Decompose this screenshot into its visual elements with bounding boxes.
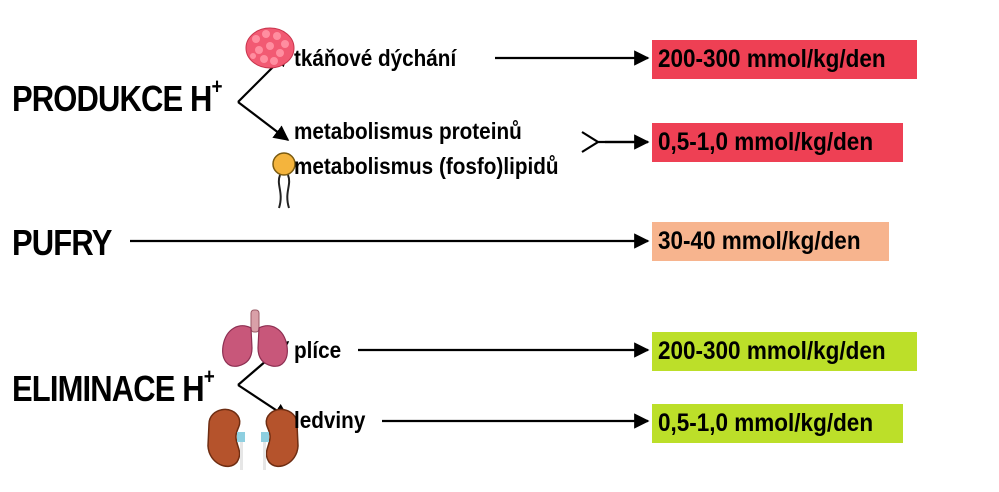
category-pufry-text: PUFRY [12,222,112,263]
branch-arrow-metabolismus [237,101,290,141]
category-eliminace: ELIMINACE H+ [12,364,215,410]
value-tkanove: 200-300 mmol/kg/den [658,45,886,73]
value-box-metabolismus: 0,5-1,0 mmol/kg/den [652,123,903,162]
label-tkanove-dychani: tkáňové dýchání [294,45,457,71]
label-metabolismus-lipidu: metabolismus (fosfo)lipidů [294,153,559,179]
label-metabolismus-proteinu: metabolismus proteinů [294,118,522,144]
kidneys-icon [207,408,299,470]
value-box-plice: 200-300 mmol/kg/den [652,332,917,371]
value-box-pufry: 30-40 mmol/kg/den [652,222,890,261]
category-eliminace-sup: + [203,364,215,389]
phospholipid-icon [272,152,296,209]
category-produkce-text: PRODUKCE H [12,78,212,119]
value-plice: 200-300 mmol/kg/den [658,337,886,365]
value-box-ledviny: 0,5-1,0 mmol/kg/den [652,404,903,443]
label-ledviny: ledviny [294,407,366,433]
category-pufry: PUFRY [12,222,112,264]
value-metabolismus: 0,5-1,0 mmol/kg/den [658,128,874,156]
category-produkce: PRODUKCE H+ [12,74,223,120]
value-box-tkanove: 200-300 mmol/kg/den [652,40,917,79]
lungs-icon [222,309,288,367]
category-produkce-sup: + [211,74,223,99]
value-ledviny: 0,5-1,0 mmol/kg/den [658,409,874,437]
muscle-tissue-icon [245,27,295,69]
value-pufry: 30-40 mmol/kg/den [658,227,861,255]
label-plice: plíce [294,337,342,363]
category-eliminace-text: ELIMINACE H [12,368,205,409]
